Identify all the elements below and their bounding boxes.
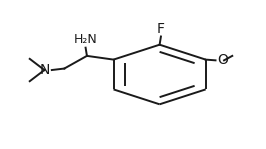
Text: N: N [39,63,50,77]
Text: H₂N: H₂N [74,33,97,46]
Text: F: F [157,22,165,36]
Text: O: O [217,53,228,67]
